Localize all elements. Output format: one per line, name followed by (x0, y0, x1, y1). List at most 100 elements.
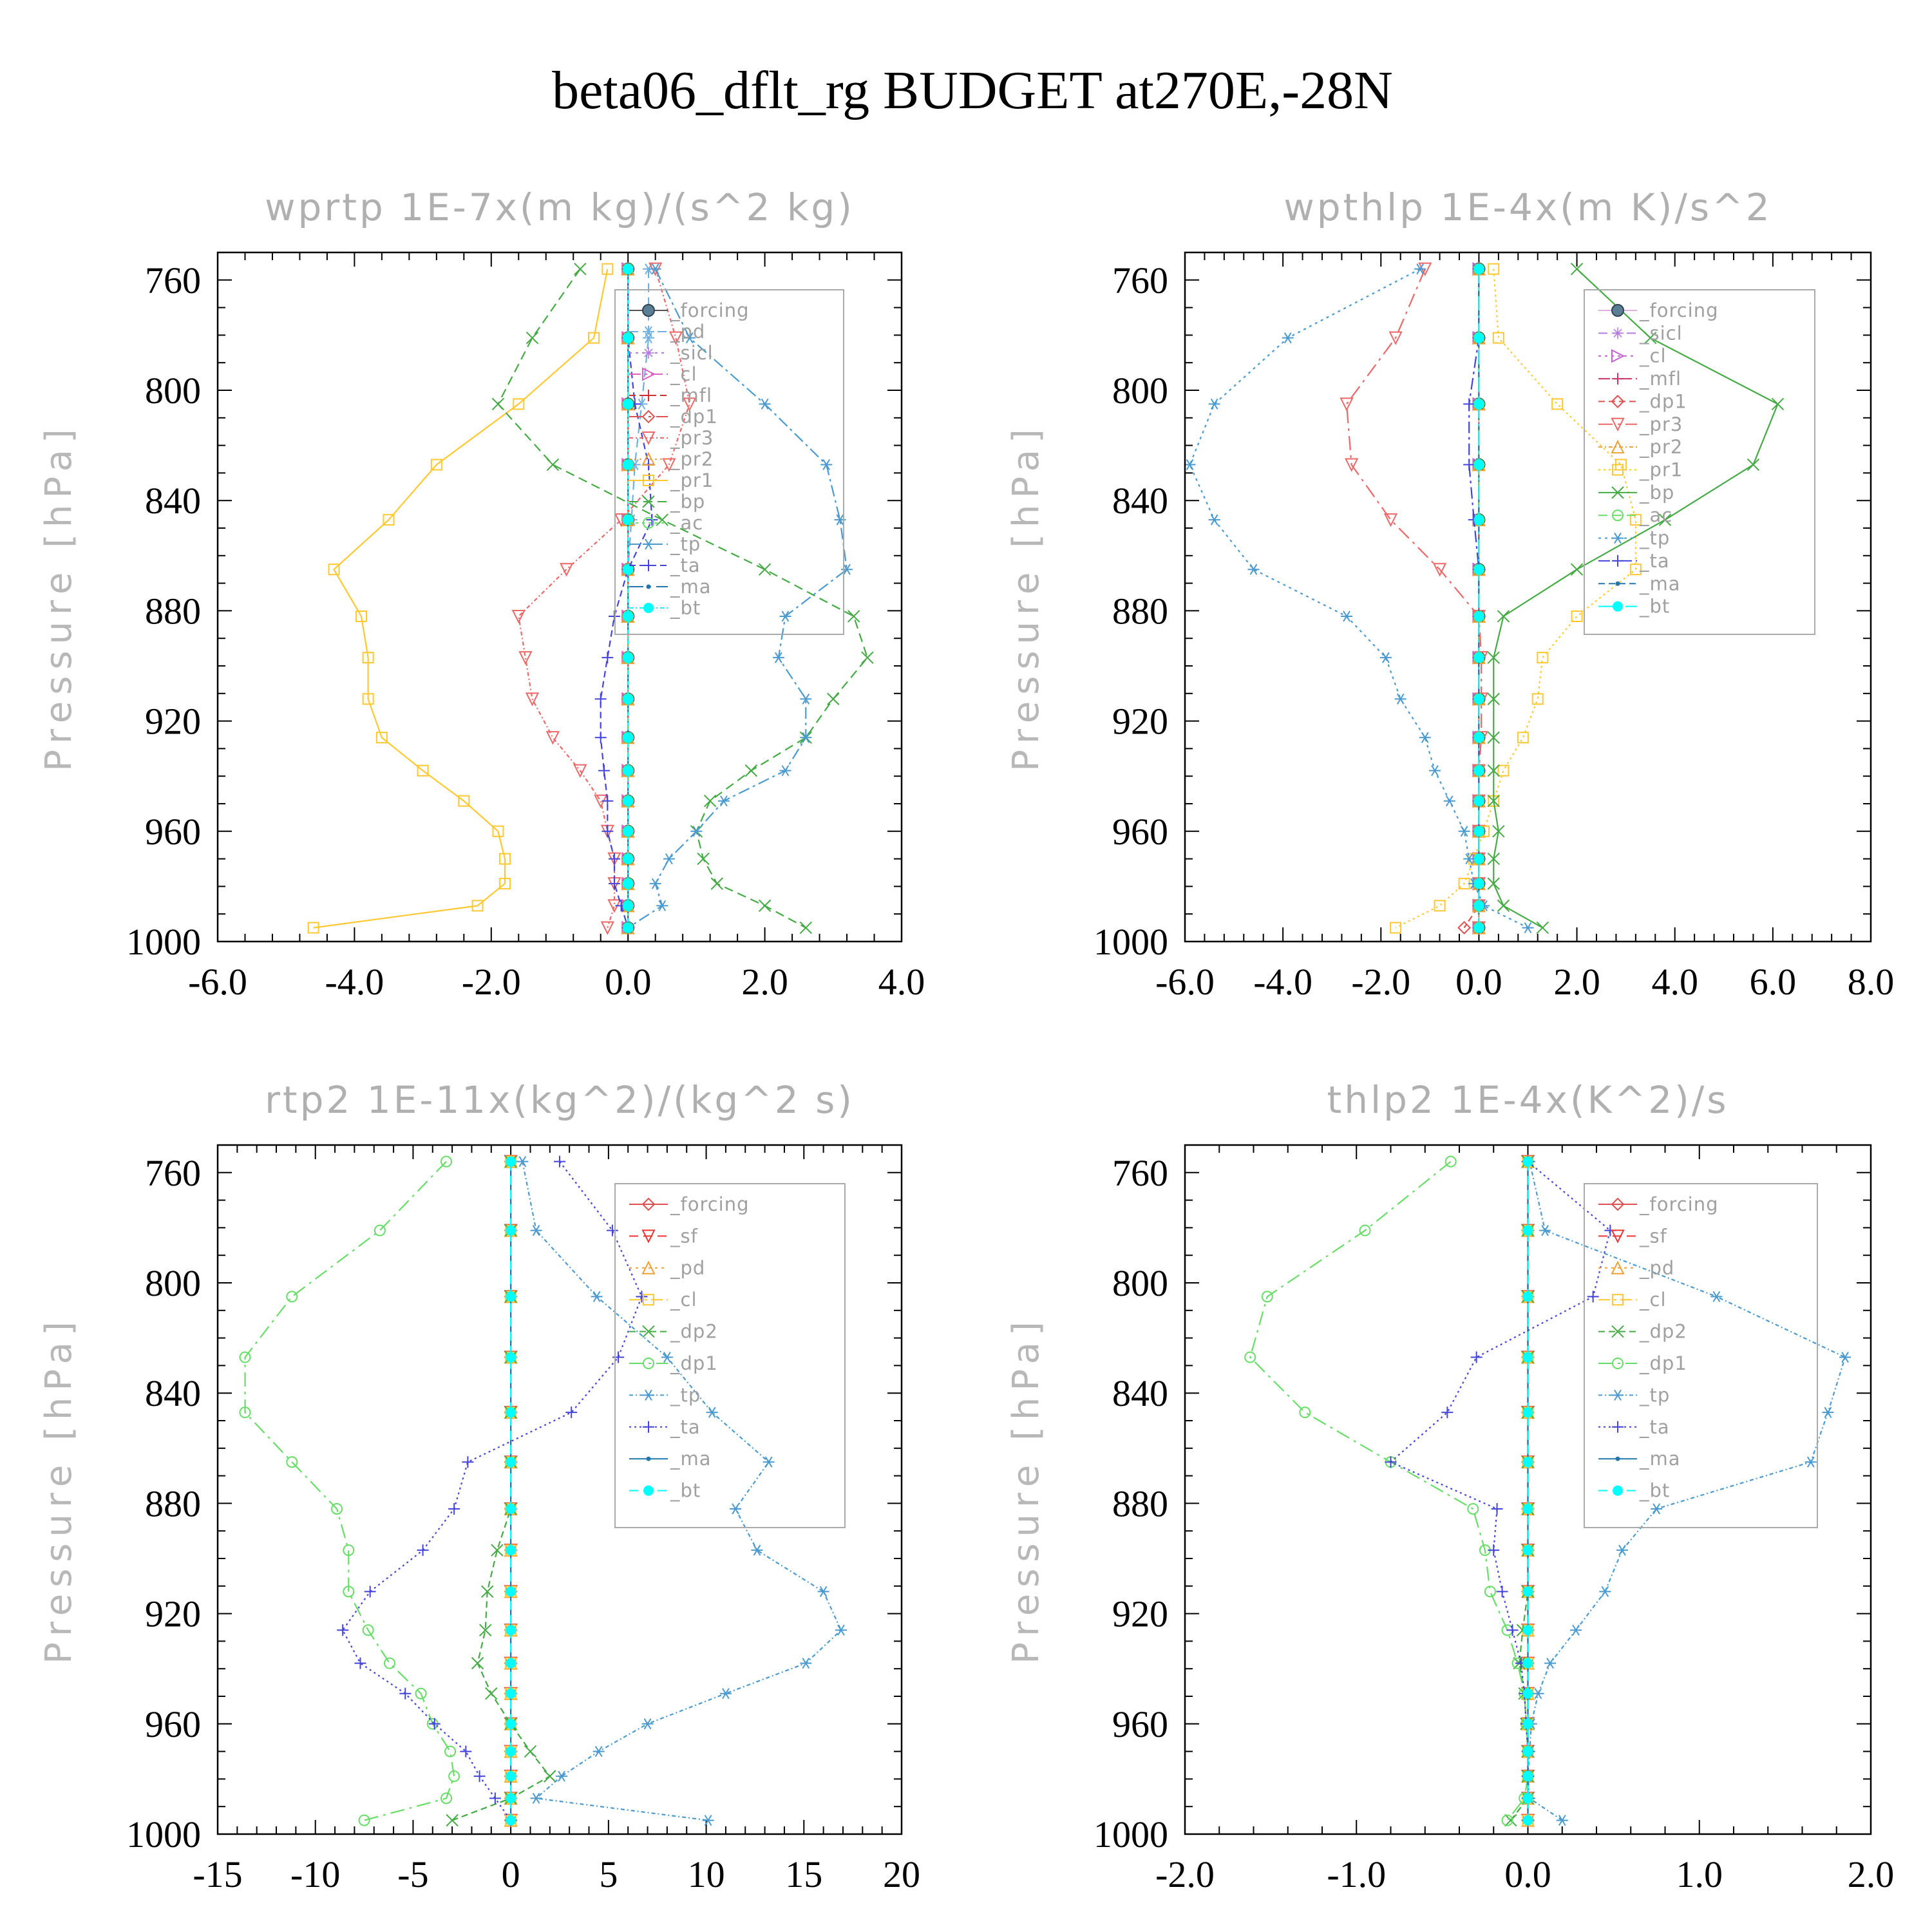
legend-label: _forcing (1639, 1193, 1719, 1215)
legend-label: _ta (1639, 1416, 1670, 1438)
data-point-tp (649, 878, 661, 889)
data-point-bt (1473, 652, 1484, 663)
data-point-tp (1414, 263, 1426, 275)
legend-label: _ac (1639, 504, 1672, 526)
data-point-tp (1184, 459, 1196, 471)
y-tick-label: 800 (145, 1262, 201, 1304)
series-line-pr1 (1395, 269, 1636, 929)
x-tick-label: 0.0 (605, 961, 652, 1003)
data-point-tp (800, 693, 812, 705)
y-tick-label: 840 (145, 1372, 201, 1414)
data-point-bp (1536, 921, 1549, 934)
data-point-bp (574, 262, 587, 276)
legend-marker (1612, 1389, 1624, 1401)
data-point-bt (506, 1156, 516, 1167)
data-point-pr1 (1629, 514, 1642, 526)
y-tick-label: 760 (1112, 1152, 1168, 1194)
legend-label: _sf (670, 1225, 698, 1247)
x-tick-label: -6.0 (1155, 961, 1215, 1003)
legend-marker (646, 1456, 651, 1461)
legend-marker (1611, 417, 1625, 432)
data-point-dp1 (1457, 921, 1472, 935)
data-point-ta (1488, 1544, 1500, 1557)
data-point-bt (623, 900, 634, 911)
legend-label: _cl (670, 1289, 697, 1311)
data-point-tp (1599, 1586, 1611, 1597)
data-point-tp (706, 1406, 718, 1418)
x-tick-label: 5 (599, 1853, 618, 1895)
legend-marker (1613, 601, 1623, 612)
legend-label: _ac (670, 512, 703, 534)
legend-label: _pr2 (1639, 436, 1683, 458)
data-point-tp (779, 765, 791, 777)
data-point-bt (1522, 1815, 1533, 1826)
legend-label: _ma (1639, 1448, 1681, 1470)
data-point-bp (1570, 262, 1584, 276)
legend-label: _ta (670, 554, 701, 576)
data-point-tp (1458, 826, 1470, 837)
y-tick-label: 920 (1112, 1593, 1168, 1635)
data-point-pr1 (601, 263, 614, 275)
data-point-bt (623, 922, 634, 933)
data-point-bt (1473, 564, 1484, 575)
data-point-ta (337, 1624, 349, 1636)
data-point-ta (489, 1792, 501, 1804)
data-point-bt (506, 1407, 516, 1418)
data-point-bt (1473, 399, 1484, 410)
y-tick-label: 800 (1112, 1262, 1168, 1304)
legend-marker (1612, 1421, 1624, 1433)
data-point-ta (462, 1456, 474, 1468)
legend-label: _dp1 (670, 406, 718, 428)
legend: _forcing _sf _pd _cl _dp2 _dp1 _tp _ta _ma _bt (614, 1183, 846, 1528)
y-axis-label: Pressure [hPa] (38, 1315, 80, 1664)
data-point-ta (1470, 1351, 1482, 1363)
legend-label: _forcing (670, 299, 750, 321)
legend-label: _pr3 (670, 427, 714, 449)
legend-marker (642, 304, 655, 317)
legend-label: _ma (670, 1448, 712, 1470)
legend-label: _pd (670, 1257, 705, 1279)
legend: _forcing_pd_sicl_cl_mfl_dp1_pr3_pr2_pr1_… (614, 289, 844, 635)
panel-3: rtp2 1E-11x(kg^2)/(kg^2 s) Pressure [hPa]… (38, 1078, 920, 1895)
legend-marker (1611, 1229, 1625, 1244)
legend: _forcing_sicl_cl_mfl_dp1_pr3_pr2_pr1_bp_… (1584, 289, 1815, 635)
data-point-dp1 (286, 1456, 298, 1468)
x-tick-label: 0.0 (1504, 1853, 1551, 1895)
legend-label: _dp2 (1639, 1321, 1687, 1343)
legend-label: _bp (670, 491, 705, 513)
legend-label: _bt (1639, 596, 1670, 618)
data-point-ta (1506, 1624, 1519, 1636)
panel-4: thlp2 1E-4x(K^2)/s Pressure [hPa] -2.0 -1.0… (1005, 1078, 1894, 1895)
data-point-bt (506, 1793, 516, 1804)
data-point-bt (1522, 1586, 1533, 1597)
legend-marker (643, 347, 654, 359)
x-tick-label: 20 (883, 1853, 920, 1895)
legend-label: _forcing (1639, 299, 1719, 321)
y-tick-label: 800 (1112, 370, 1168, 412)
x-tick-label: 0.0 (1455, 961, 1502, 1003)
data-point-bt (506, 1688, 516, 1699)
data-point-bt (1522, 1352, 1533, 1363)
data-point-dp1 (343, 1544, 355, 1557)
series-group (1184, 252, 1785, 942)
data-point-ta (1587, 1291, 1599, 1303)
panel-1: wprtp 1E-7x(m kg)/(s^2 kg) Pressure [hPa]… (38, 185, 925, 1003)
data-point-bt (623, 878, 634, 889)
legend-marker (1613, 1485, 1623, 1496)
y-axis-label: Pressure [hPa] (1005, 1315, 1047, 1664)
y-tick-label: 960 (1112, 811, 1168, 853)
data-point-bp (1487, 651, 1500, 664)
legend-label: _dp1 (1639, 390, 1687, 412)
data-point-tp (556, 1770, 568, 1782)
data-point-tp (762, 1456, 775, 1468)
data-point-dp2 (471, 1656, 484, 1670)
data-point-ta (1496, 1586, 1508, 1598)
data-point-bt (1473, 515, 1484, 526)
data-point-bt (506, 1586, 516, 1597)
data-point-tp (661, 1352, 673, 1363)
data-point-pr1 (1488, 263, 1500, 275)
legend-marker (641, 1260, 656, 1274)
y-tick-label: 920 (1112, 701, 1168, 743)
data-point-tp (772, 652, 784, 663)
data-point-bt (506, 1658, 516, 1669)
